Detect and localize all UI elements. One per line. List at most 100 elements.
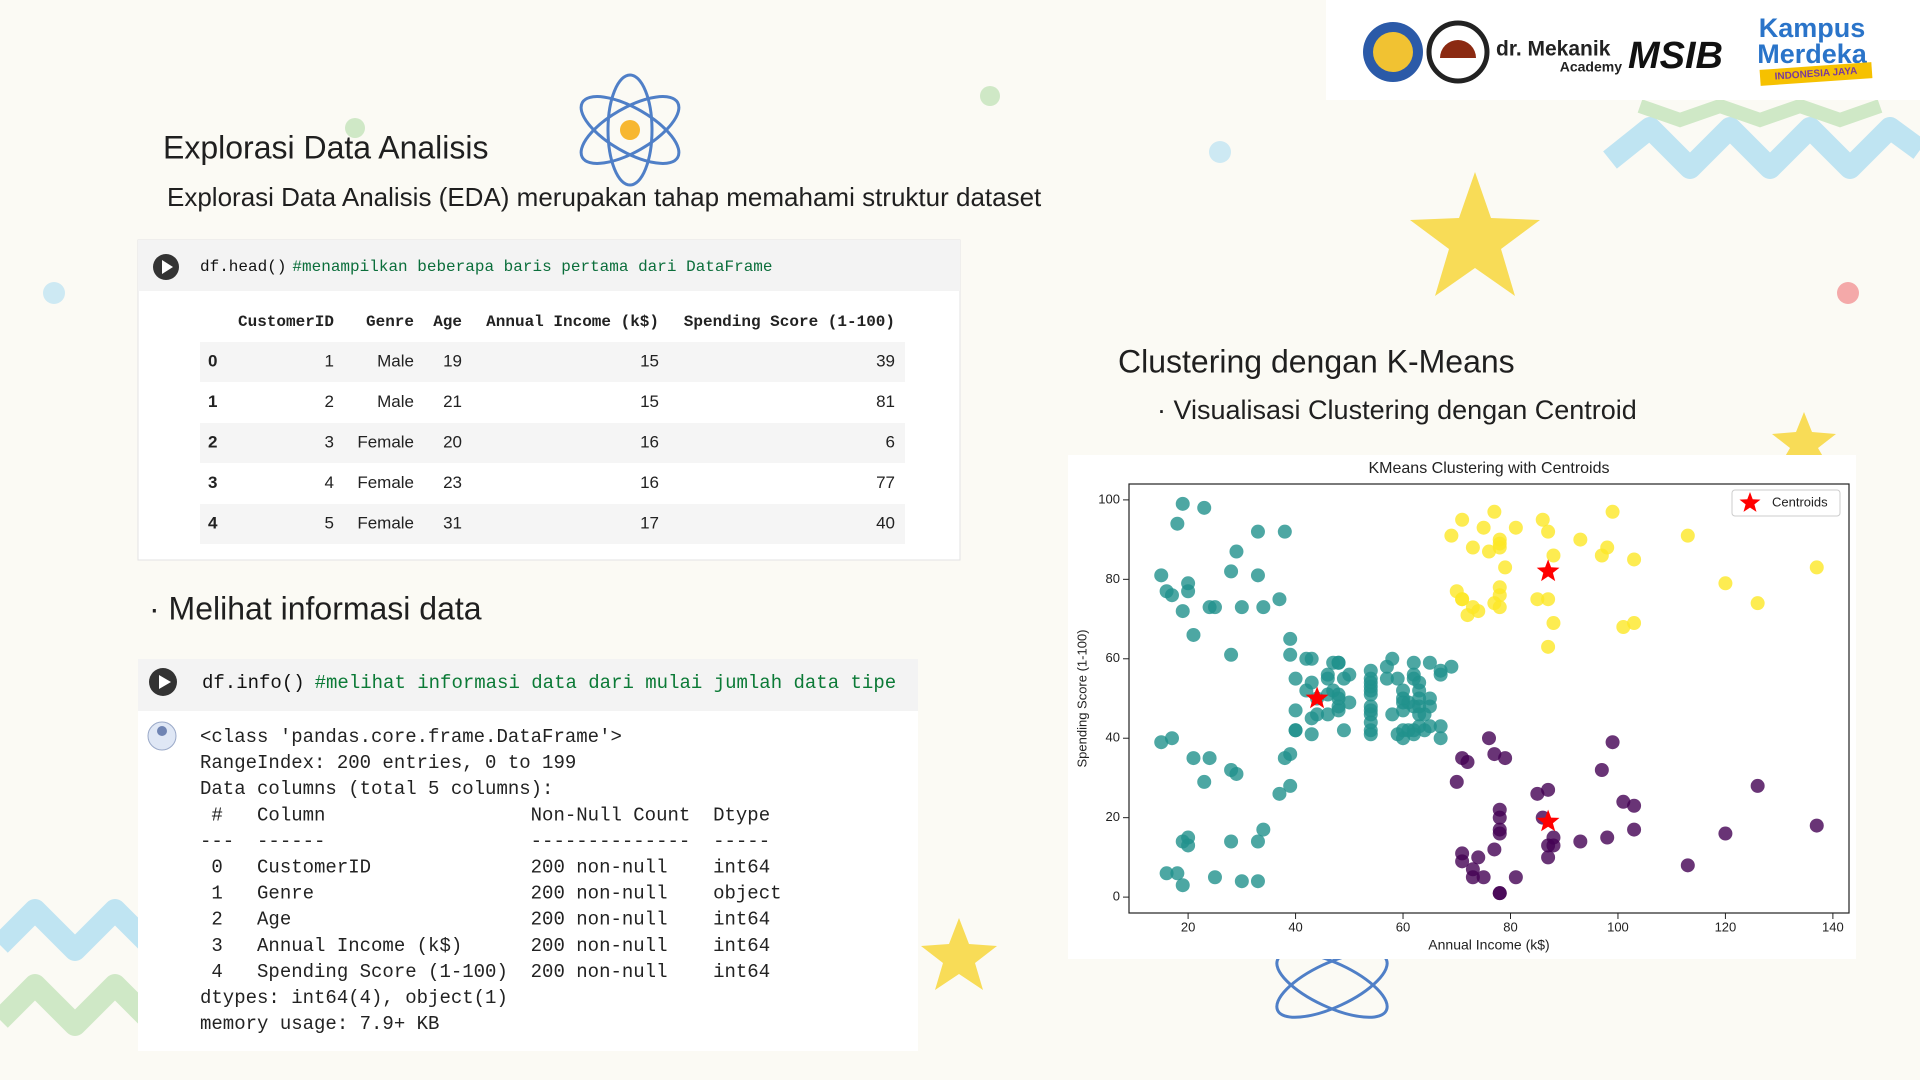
table-cell: Female (357, 513, 414, 532)
table-cell: 20 (443, 432, 462, 451)
point (1304, 727, 1319, 742)
row-background (200, 504, 905, 544)
point (1234, 874, 1249, 889)
point (1492, 886, 1507, 901)
point (1498, 560, 1513, 575)
column-header: Spending Score (1-100) (684, 313, 895, 331)
point (1541, 782, 1556, 797)
point (1573, 834, 1588, 849)
point (1492, 810, 1507, 825)
output-line: 0 CustomerID 200 non-null int64 (200, 857, 770, 879)
code: df.info() (202, 672, 305, 694)
brand-sub: Academy (1560, 59, 1622, 75)
column-header: Annual Income (k$) (486, 313, 659, 331)
table-cell: 39 (876, 351, 895, 370)
x-tick-label: 40 (1288, 919, 1302, 934)
table-cell: 21 (443, 392, 462, 411)
data-table: CustomerID Genre Age Annual Income (k$) Spen… (200, 313, 905, 544)
point (1304, 675, 1319, 690)
point (1197, 500, 1212, 515)
point (1175, 496, 1190, 511)
table-cell: 15 (640, 351, 659, 370)
row-index: 0 (208, 351, 217, 370)
point (1207, 870, 1222, 885)
point (1283, 778, 1298, 793)
point (1342, 667, 1357, 682)
table-cell: 16 (640, 432, 659, 451)
code-line: df.head() #menampilkan beberapa baris per… (200, 258, 773, 276)
centroid (1536, 559, 1560, 582)
column-header: CustomerID (238, 313, 334, 331)
point (1541, 524, 1556, 539)
point (1272, 592, 1287, 607)
column-header: Genre (366, 313, 414, 331)
output-line: # Column Non-Null Count Dtype (200, 804, 770, 826)
table-cell: 5 (325, 513, 334, 532)
legend-box (1731, 489, 1841, 517)
output-line: RangeIndex: 200 entries, 0 to 199 (200, 752, 576, 774)
eda-title: Explorasi Data Analisis (163, 129, 488, 165)
point (1627, 798, 1642, 813)
clustering-title: Clustering dengan K-Means (1118, 343, 1515, 379)
point (1594, 763, 1609, 777)
y-tick-label: 40 (1106, 730, 1120, 745)
point (1412, 675, 1427, 690)
point (1304, 651, 1319, 666)
table-cell: 19 (443, 351, 462, 370)
info-heading: · Melihat informasi data (149, 590, 482, 626)
point (1186, 751, 1201, 766)
point (1272, 786, 1287, 801)
point (1627, 822, 1642, 837)
point (1336, 723, 1351, 738)
point (1229, 766, 1244, 781)
point (1229, 544, 1244, 559)
table-cell: 3 (325, 432, 334, 451)
point (1750, 778, 1765, 793)
point (1250, 524, 1265, 539)
output-line: dtypes: int64(4), object(1) (200, 987, 508, 1009)
point (1224, 834, 1239, 849)
brand: dr. Mekanik (1496, 38, 1611, 61)
point (1498, 751, 1513, 766)
output-line: 3 Annual Income (k$) 200 non-null int64 (200, 935, 770, 957)
code-line: df.info() #melihat informasi data dari mu… (202, 672, 896, 694)
x-tick-label: 100 (1607, 919, 1629, 934)
point (1181, 576, 1196, 591)
point (1283, 631, 1298, 646)
point (1460, 755, 1475, 770)
point (1331, 655, 1346, 670)
table-cell: 77 (876, 473, 895, 492)
point (1718, 826, 1733, 841)
point (1471, 850, 1486, 865)
point (1476, 520, 1491, 535)
y-axis-label: Spending Score (1-100) (1074, 629, 1089, 767)
x-tick-label: 20 (1181, 919, 1195, 934)
legend-marker (1739, 492, 1761, 512)
table-cell: Male (377, 392, 414, 411)
table-cell: 16 (640, 473, 659, 492)
row-background (200, 423, 905, 463)
code: df.head() (200, 258, 286, 276)
point (1363, 687, 1378, 702)
point (1482, 544, 1496, 559)
code-cell: df.info() #melihat informasi data dari mu… (138, 659, 918, 1051)
chart: KMeans Clustering with Centroids Annual I… (1074, 460, 1850, 953)
point (1202, 751, 1217, 766)
point (1546, 616, 1561, 631)
point (1320, 671, 1335, 686)
point (1154, 568, 1169, 583)
point (1277, 524, 1292, 539)
point (1809, 818, 1824, 833)
point (1573, 532, 1588, 547)
x-tick-label: 80 (1503, 919, 1517, 934)
table-cell: 6 (886, 432, 895, 451)
point (1288, 671, 1303, 686)
point (1433, 731, 1448, 746)
table-cell: 31 (443, 513, 462, 532)
point (1186, 627, 1201, 642)
code-comment: #melihat informasi data dari mulai jumla… (315, 672, 897, 694)
point (1170, 516, 1185, 531)
output-line: <class 'pandas.core.frame.DataFrame'> (200, 726, 622, 748)
table-cell: 40 (876, 513, 895, 532)
point (1379, 671, 1394, 686)
